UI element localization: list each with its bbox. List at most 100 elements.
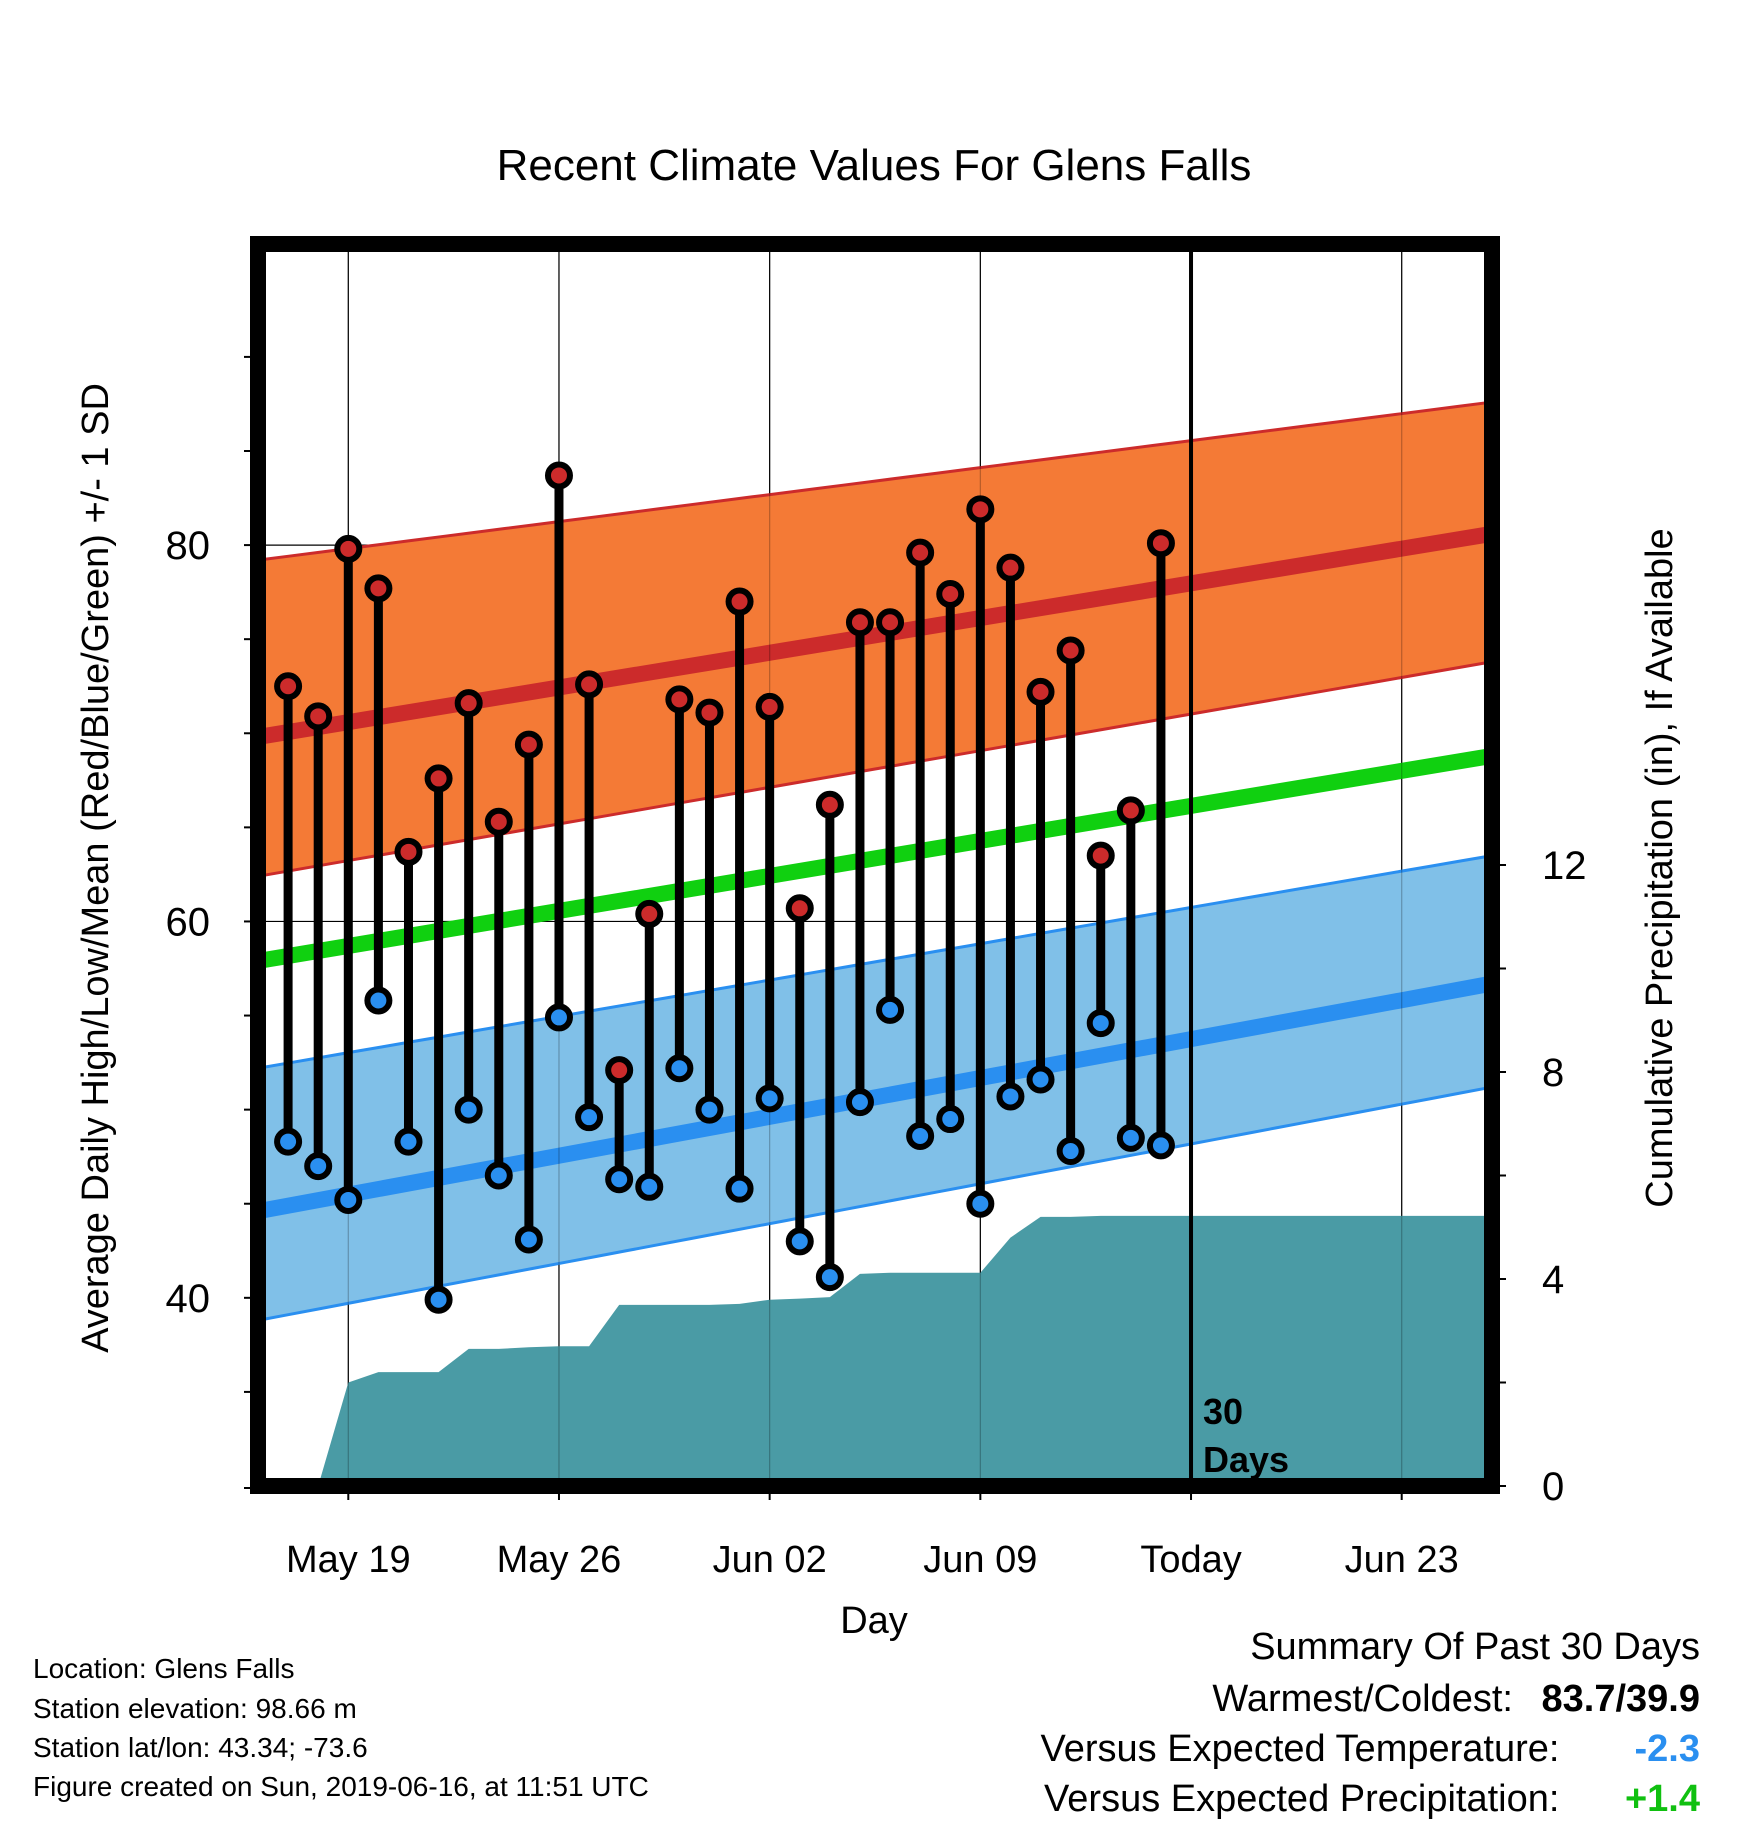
- daily-low-point: [966, 1189, 995, 1218]
- daily-low-point: [304, 1152, 333, 1181]
- summary-temp: Versus Expected Temperature: -2.3: [1041, 1730, 1700, 1768]
- daily-high-point: [364, 574, 393, 603]
- chart-title: Recent Climate Values For Glens Falls: [497, 141, 1252, 190]
- high-sd-band-lower: [257, 660, 1493, 878]
- daily-low-point: [755, 1084, 784, 1113]
- y2-tick-label: 4: [1542, 1258, 1564, 1302]
- daily-low-point: [845, 1088, 874, 1117]
- daily-high-point: [514, 730, 543, 759]
- y-tick-label: 60: [166, 900, 211, 944]
- daily-low-point: [876, 995, 905, 1024]
- daily-high-point: [1146, 529, 1175, 558]
- summary-warmest-value: 83.7/39.9: [1541, 1678, 1700, 1720]
- daily-high-point: [966, 495, 995, 524]
- daily-high-point: [695, 698, 724, 727]
- x-tick-label: May 26: [497, 1539, 622, 1581]
- high-sd-band-upper: [257, 400, 1493, 562]
- daily-low-point: [725, 1174, 754, 1203]
- summary-precip-label: Versus Expected Precipitation:: [1044, 1778, 1560, 1820]
- daily-high-point: [394, 837, 423, 866]
- summary-heading: Summary Of Past 30 Days: [1250, 1626, 1700, 1668]
- daily-low-point: [815, 1263, 844, 1292]
- daily-low-point: [936, 1105, 965, 1134]
- daily-high-point: [845, 608, 874, 637]
- y2-tick-label: 8: [1542, 1051, 1564, 1095]
- daily-low-point: [906, 1121, 935, 1150]
- daily-low-point: [665, 1054, 694, 1083]
- y-axis-label: Average Daily High/Low/Mean (Red/Blue/Gr…: [75, 383, 117, 1353]
- daily-high-point: [936, 580, 965, 609]
- daily-low-point: [635, 1172, 664, 1201]
- y-tick-label: 40: [166, 1277, 211, 1321]
- daily-high-point: [1086, 841, 1115, 870]
- daily-high-point: [484, 807, 513, 836]
- daily-low-point: [394, 1127, 423, 1156]
- daily-high-point: [544, 461, 573, 490]
- daily-high-point: [1056, 636, 1085, 665]
- daily-low-point: [1026, 1065, 1055, 1094]
- daily-high-point: [1026, 677, 1055, 706]
- daily-high-point: [424, 764, 453, 793]
- daily-low-point: [605, 1165, 634, 1194]
- daily-low-point: [785, 1227, 814, 1256]
- daily-low-point: [544, 1003, 573, 1032]
- info-created: Figure created on Sun, 2019-06-16, at 11…: [33, 1771, 649, 1802]
- daily-high-point: [575, 670, 604, 699]
- low-sd-band-lower: [257, 1085, 1493, 1322]
- info-elevation: Station elevation: 98.66 m: [33, 1693, 357, 1724]
- daily-low-point: [996, 1082, 1025, 1111]
- low-sd-band: [258, 855, 1492, 1321]
- daily-high-point: [906, 538, 935, 567]
- daily-low-point: [575, 1103, 604, 1132]
- x-tick-label: Jun 02: [713, 1539, 827, 1581]
- daily-low-point: [1086, 1009, 1115, 1038]
- daily-low-point: [274, 1127, 303, 1156]
- summary-precip-value: +1.4: [1624, 1778, 1700, 1820]
- y-tick-label: 80: [166, 524, 211, 568]
- daily-low-point: [1116, 1123, 1145, 1152]
- x-tick-label: Today: [1140, 1539, 1241, 1581]
- y2-axis-label: Cumulative Precipitation (in), If Availa…: [1639, 528, 1681, 1207]
- summary-temp-value: -2.3: [1634, 1728, 1700, 1770]
- low-sd-band-upper: [257, 854, 1493, 1070]
- daily-high-point: [1116, 796, 1145, 825]
- daily-low-point: [454, 1095, 483, 1124]
- summary-temp-label: Versus Expected Temperature:: [1040, 1728, 1560, 1770]
- daily-low-point: [334, 1185, 363, 1214]
- daily-high-point: [635, 899, 664, 928]
- daily-high-point: [815, 790, 844, 819]
- daily-low-point: [514, 1225, 543, 1254]
- y2-tick-label: 12: [1542, 844, 1587, 888]
- x-tick-label: May 19: [286, 1539, 411, 1581]
- daily-high-point: [334, 534, 363, 563]
- daily-high-point: [755, 692, 784, 721]
- daily-low-point: [695, 1095, 724, 1124]
- daily-low-point: [1056, 1137, 1085, 1166]
- daily-high-point: [605, 1056, 634, 1085]
- normal-mean-line: [256, 747, 1494, 969]
- daily-low-point: [1146, 1131, 1175, 1160]
- x-tick-label: Jun 23: [1345, 1539, 1459, 1581]
- normal-low-line: [256, 975, 1494, 1220]
- daily-high-point: [304, 702, 333, 731]
- daily-low-point: [364, 986, 393, 1015]
- x-axis-label: Day: [840, 1600, 908, 1642]
- info-latlon: Station lat/lon: 43.34; -73.6: [33, 1732, 368, 1763]
- today-annotation-label: Days: [1203, 1439, 1289, 1480]
- summary-precip: Versus Expected Precipitation: +1.4: [1044, 1780, 1700, 1818]
- daily-high-point: [876, 608, 905, 637]
- daily-high-point: [725, 587, 754, 616]
- daily-low-point: [484, 1161, 513, 1190]
- summary-warmest: Warmest/Coldest: 83.7/39.9: [1212, 1680, 1700, 1718]
- y2-tick-label: 0: [1542, 1465, 1564, 1509]
- today-annotation-number: 30: [1203, 1391, 1243, 1432]
- daily-high-point: [274, 672, 303, 701]
- summary-warmest-label: Warmest/Coldest:: [1212, 1678, 1513, 1720]
- daily-high-point: [665, 685, 694, 714]
- daily-low-point: [424, 1285, 453, 1314]
- daily-high-point: [454, 689, 483, 718]
- daily-high-point: [996, 553, 1025, 582]
- x-tick-label: Jun 09: [923, 1539, 1037, 1581]
- info-location: Location: Glens Falls: [33, 1653, 295, 1684]
